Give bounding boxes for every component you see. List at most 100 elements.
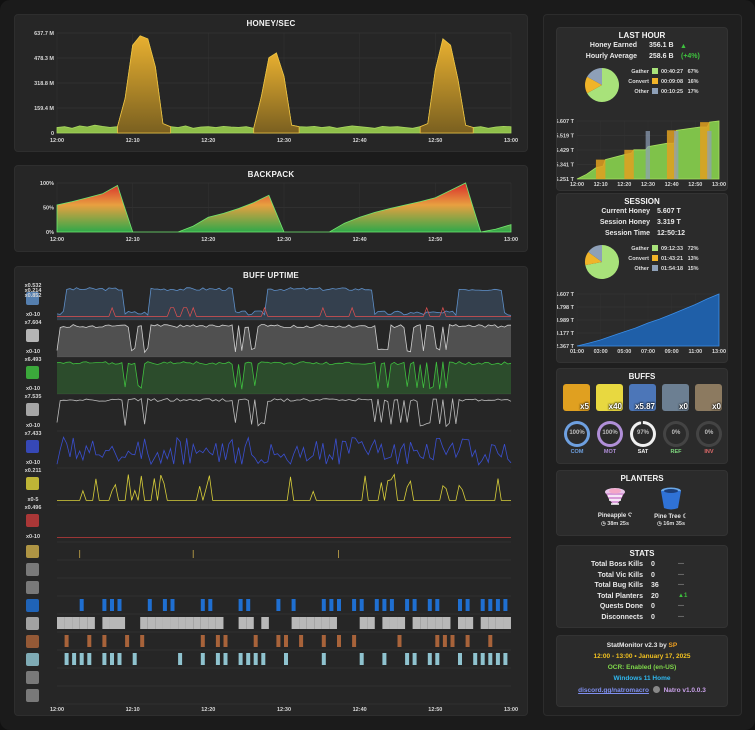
x-tick-label: 12:50 bbox=[428, 237, 442, 243]
y-tick-label: 0% bbox=[46, 230, 54, 236]
buff-block bbox=[337, 635, 341, 647]
buff-area bbox=[57, 361, 511, 394]
buff-tag: x7.604 bbox=[25, 320, 43, 326]
discord-link[interactable]: discord.gg/natromacro bbox=[578, 687, 649, 694]
buff-range: x0-10 bbox=[26, 349, 40, 355]
buff-block bbox=[178, 653, 183, 665]
x-tick-label: 09:00 bbox=[665, 349, 679, 355]
x-tick-label: 13:00 bbox=[712, 349, 726, 355]
honey-peak bbox=[419, 38, 474, 134]
backpack-panel: BACKPACK 0% 50% 100% 12:00 12:10 12:20 12:30 12… bbox=[14, 165, 528, 252]
y-tick-label: 159.4 M bbox=[34, 106, 54, 112]
natro-logo-icon bbox=[652, 686, 660, 693]
buff-block bbox=[352, 635, 357, 647]
buff-block bbox=[223, 635, 228, 647]
x-tick-label: 12:20 bbox=[201, 237, 215, 243]
pineapple-planter: Pineapple Ϛ ◷ 38m 25s bbox=[595, 485, 635, 535]
buff-block bbox=[488, 599, 493, 611]
buff-block bbox=[321, 617, 330, 629]
buff-block bbox=[503, 599, 508, 611]
stat-label: Total Boss Kills bbox=[591, 561, 643, 568]
up-arrow-icon: ▲ bbox=[680, 43, 687, 50]
buff-range: x0-10 bbox=[26, 534, 40, 540]
buff-block bbox=[321, 635, 326, 647]
convert-band bbox=[624, 149, 634, 179]
buff-block bbox=[367, 617, 375, 629]
buff-block bbox=[337, 599, 341, 611]
buff-block bbox=[215, 653, 220, 665]
buff-block bbox=[102, 599, 107, 611]
buff-count: x5 bbox=[580, 402, 589, 411]
session-title: SESSION bbox=[624, 197, 660, 206]
brown-bear-icon bbox=[26, 635, 39, 648]
pineapple-label: Pineapple Ϛ bbox=[597, 513, 633, 519]
pie-slice bbox=[585, 252, 602, 266]
x-tick-label: 03:00 bbox=[594, 349, 608, 355]
buff-block bbox=[79, 653, 84, 665]
compass-icon bbox=[26, 689, 39, 702]
last-hour-title: LAST HOUR bbox=[618, 31, 666, 40]
buff-block bbox=[110, 599, 114, 611]
ring-value: 0% bbox=[704, 430, 714, 436]
bomb-combo-icon bbox=[26, 403, 39, 416]
hourly-average-value: 258.6 B bbox=[649, 53, 674, 60]
buff-block bbox=[238, 653, 243, 665]
buff-block bbox=[276, 599, 281, 611]
buff-tag: x6.493 bbox=[25, 357, 42, 363]
baby-love-icon bbox=[26, 440, 39, 453]
buff-block bbox=[170, 617, 179, 629]
buff-block bbox=[87, 617, 95, 629]
buff-block bbox=[72, 653, 77, 665]
stat-value: 0 bbox=[651, 561, 655, 568]
buff-block bbox=[64, 653, 69, 665]
buff-block bbox=[276, 635, 281, 647]
buff-block bbox=[435, 599, 440, 611]
x-tick-label: 12:40 bbox=[353, 707, 367, 713]
buff-block bbox=[465, 635, 470, 647]
buff-tag: x7.433 bbox=[25, 431, 42, 437]
buff-tag: x0.214 bbox=[25, 288, 43, 294]
buff-block bbox=[480, 599, 485, 611]
monitor-version: StatMonitor v2.3 by bbox=[606, 642, 667, 649]
honey-peak bbox=[253, 52, 300, 134]
stats-card: STATS Total Boss Kills 0 — Total Vic Kills 0… bbox=[556, 545, 728, 628]
buff-block bbox=[495, 617, 504, 629]
buff-block bbox=[420, 617, 428, 629]
tornado-icon: x0 bbox=[662, 384, 689, 411]
hourly-average-label: Hourly Average bbox=[585, 53, 637, 60]
ring-label: COM bbox=[570, 449, 584, 455]
session-time-label: Session Time bbox=[604, 230, 650, 237]
gear-token-icon bbox=[26, 581, 39, 594]
blue-balloon-icon: x5.87 bbox=[629, 384, 656, 411]
other-band bbox=[674, 131, 679, 179]
buff-block bbox=[495, 653, 500, 665]
buff-row bbox=[26, 689, 511, 705]
buff-block bbox=[314, 617, 322, 629]
inspire-icon bbox=[26, 477, 39, 490]
pineapple-planter-icon bbox=[605, 488, 625, 505]
session-chart: 2.367 T 3.177 T 3.989 T 4.798 T 5.607 T 01:00… bbox=[557, 292, 726, 355]
buff-block bbox=[246, 653, 251, 665]
last-hour-chart: 5.251 T 5.341 T 5.429 T 5.519 T 5.607 T 12:00… bbox=[557, 119, 726, 188]
buff-range: x0-10 bbox=[26, 386, 40, 392]
bear-icon: x0 bbox=[695, 384, 722, 411]
planters-card: PLANTERS Pineapple Ϛ ◷ 38m 25s bbox=[556, 470, 728, 536]
pie-slice bbox=[585, 76, 602, 94]
buff-row: x7.433 x0-10 bbox=[25, 431, 512, 469]
legend-entry: Other 00:10:25 17% bbox=[634, 88, 699, 95]
ring-value: 100% bbox=[602, 430, 618, 436]
buff-block bbox=[147, 599, 152, 611]
purple-potion-icon bbox=[26, 671, 39, 684]
buff-row bbox=[26, 563, 511, 579]
music-note-icon bbox=[26, 617, 39, 630]
bear-morph-icon bbox=[26, 514, 39, 527]
buff-block bbox=[208, 599, 213, 611]
x-tick-label: 12:30 bbox=[277, 237, 291, 243]
buff-block bbox=[87, 635, 92, 647]
buff-block bbox=[352, 599, 357, 611]
stat-value: 0 bbox=[651, 603, 655, 610]
buff-range: x0-10 bbox=[26, 460, 40, 466]
y-tick-label: 5.519 T bbox=[557, 134, 575, 140]
y-tick-label: 5.429 T bbox=[557, 148, 575, 154]
buff-block bbox=[140, 635, 145, 647]
